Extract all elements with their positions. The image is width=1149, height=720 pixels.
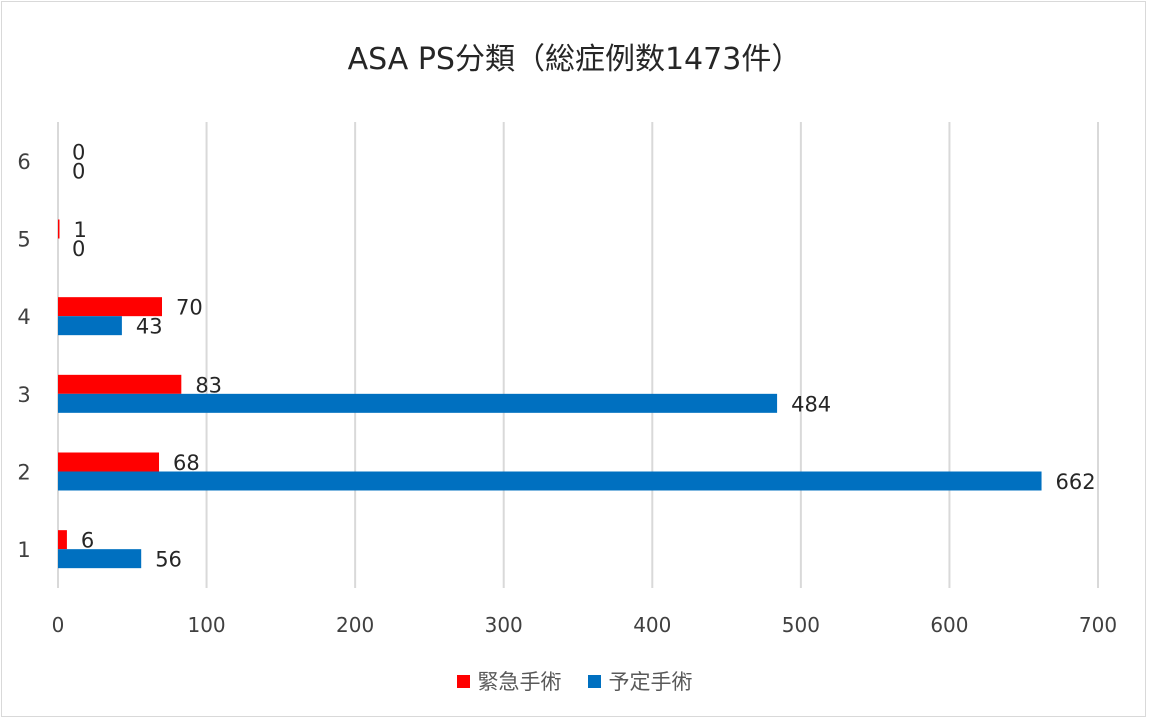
- y-tick-label: 6: [17, 150, 30, 174]
- data-label: 662: [1056, 470, 1096, 494]
- x-tick-label: 0: [52, 613, 65, 637]
- data-label: 0: [72, 237, 85, 261]
- data-label: 83: [195, 373, 222, 397]
- legend-swatch-scheduled: [587, 674, 601, 688]
- bar-0: [58, 452, 160, 472]
- chart-title: ASA PS分類（総症例数1473件）: [347, 42, 802, 77]
- x-tick-label: 400: [633, 613, 671, 637]
- bar-1: [58, 471, 1042, 491]
- data-label: 6: [81, 529, 94, 553]
- data-label: 484: [791, 392, 831, 416]
- bar-1: [58, 393, 778, 413]
- data-label: 68: [173, 451, 200, 475]
- x-tick-label: 300: [485, 613, 523, 637]
- legend: 緊急手術 予定手術: [0, 666, 1149, 696]
- bar-0: [58, 219, 60, 239]
- legend-item-emergency: 緊急手術: [456, 666, 562, 696]
- y-tick-label: 4: [17, 305, 30, 329]
- y-tick-label: 5: [17, 228, 30, 252]
- y-tick-label: 3: [17, 383, 30, 407]
- y-tick-label: 2: [17, 461, 30, 485]
- legend-item-scheduled: 予定手術: [587, 666, 693, 696]
- data-label: 43: [136, 315, 163, 339]
- bar-0: [58, 297, 162, 317]
- bar-0: [58, 374, 182, 394]
- legend-label-emergency: 緊急手術: [477, 670, 562, 694]
- data-label: 0: [72, 159, 85, 183]
- x-tick-label: 200: [336, 613, 374, 637]
- data-label: 0: [72, 140, 85, 164]
- y-tick-label: 1: [17, 538, 30, 562]
- x-tick-label: 600: [930, 613, 968, 637]
- bar-1: [58, 549, 142, 569]
- bar-1: [58, 316, 122, 336]
- legend-swatch-emergency: [456, 674, 470, 688]
- data-label: 70: [176, 296, 203, 320]
- bar-0: [58, 530, 67, 550]
- x-tick-label: 100: [187, 613, 225, 637]
- x-tick-label: 700: [1079, 613, 1117, 637]
- legend-label-scheduled: 予定手術: [608, 670, 693, 694]
- x-tick-label: 500: [782, 613, 820, 637]
- data-label: 1: [73, 218, 86, 242]
- data-label: 56: [155, 548, 182, 572]
